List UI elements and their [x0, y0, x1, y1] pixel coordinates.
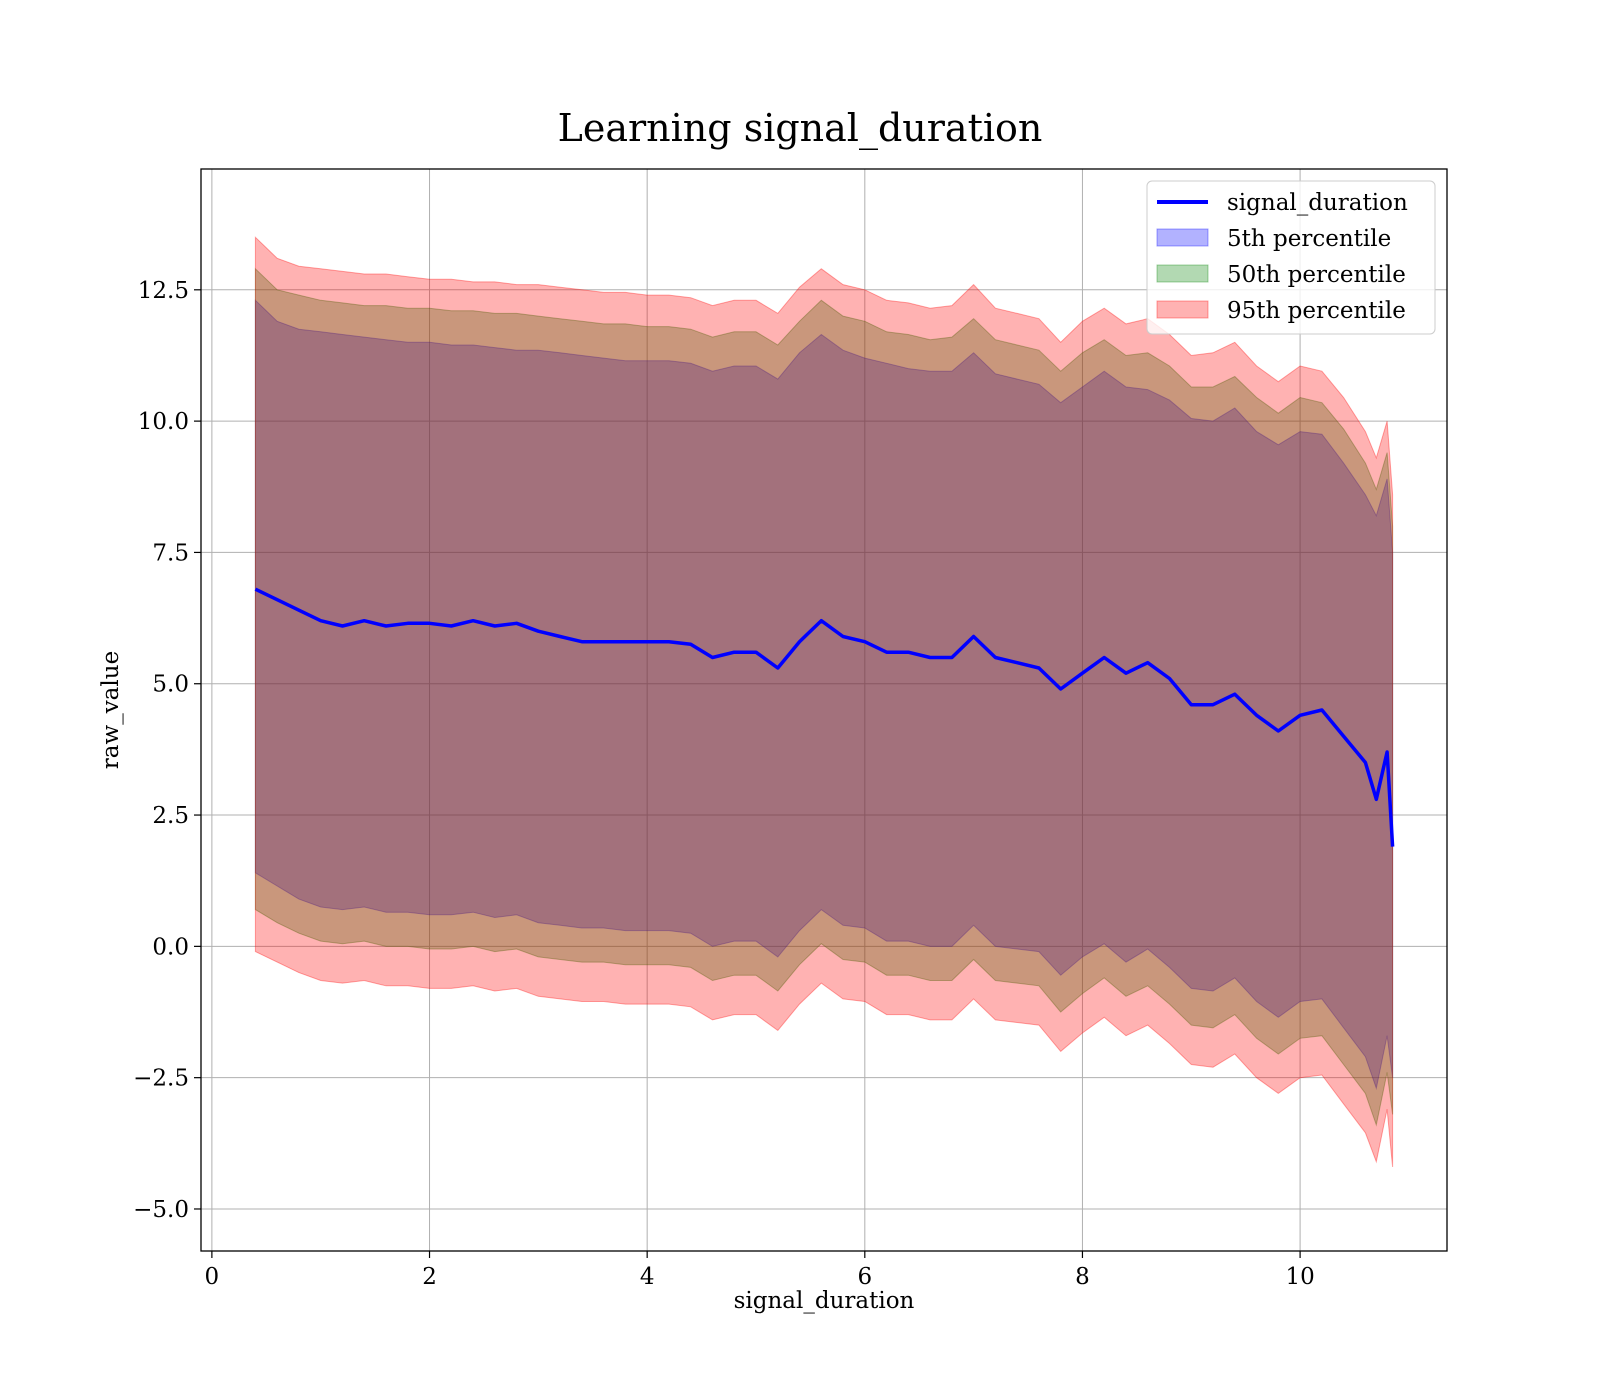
band-50th — [254, 267, 1394, 1127]
y-tick-label: 12.5 — [138, 278, 189, 304]
x-axis-ticks: 0 2 4 6 8 10 — [205, 1251, 1315, 1290]
x-axis-label: signal_duration — [734, 1288, 915, 1314]
percentile-bands — [254, 236, 1394, 1168]
y-tick-label: 5.0 — [152, 672, 189, 698]
plot-frame — [200, 168, 1448, 1252]
x-tick-label: 6 — [857, 1264, 872, 1290]
y-axis-label: raw_value — [98, 651, 124, 769]
legend-label-5th: 5th percentile — [1227, 226, 1391, 252]
y-tick-label: −5.0 — [133, 1197, 189, 1223]
legend-label-50th: 50th percentile — [1227, 262, 1406, 288]
x-tick-label: 4 — [640, 1264, 655, 1290]
y-axis-ticks: −5.0 −2.5 0.0 2.5 5.0 7.5 10.0 12.5 — [133, 278, 201, 1223]
legend-swatch-5th — [1156, 228, 1209, 247]
legend-swatch-95th — [1156, 300, 1209, 319]
x-tick-label: 10 — [1285, 1264, 1314, 1290]
series-line-signal-duration — [254, 587, 1395, 847]
band-5th — [254, 299, 1394, 1091]
mean-line-layer — [254, 587, 1395, 847]
y-tick-label: 7.5 — [152, 540, 189, 566]
legend-box — [1146, 180, 1436, 335]
legend-label-95th: 95th percentile — [1227, 298, 1406, 324]
y-tick-label: 2.5 — [152, 803, 189, 829]
x-tick-label: 2 — [422, 1264, 437, 1290]
legend-swatch-50th — [1156, 264, 1209, 283]
y-tick-label: 10.0 — [138, 409, 189, 435]
legend-label-signal-duration: signal_duration — [1227, 190, 1408, 216]
x-tick-label: 0 — [205, 1264, 220, 1290]
legend: signal_duration 5th percentile 50th perc… — [1146, 180, 1436, 335]
y-tick-label: −2.5 — [133, 1066, 189, 1092]
x-tick-label: 8 — [1075, 1264, 1090, 1290]
y-tick-label: 0.0 — [152, 934, 189, 960]
band-95th — [254, 236, 1394, 1168]
chart-title: Learning signal_duration — [558, 106, 1043, 151]
